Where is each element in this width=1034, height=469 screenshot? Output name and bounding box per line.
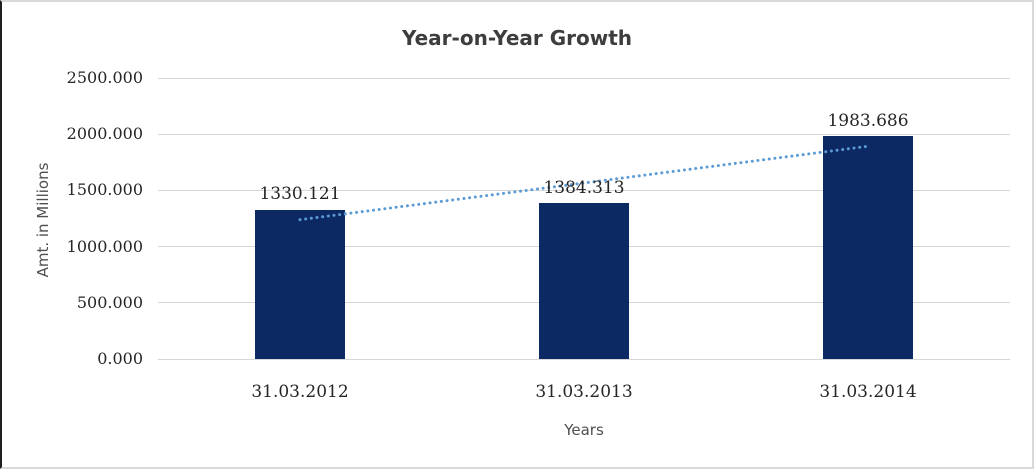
y-tick-label: 500.000 bbox=[76, 292, 143, 312]
bar-data-label: 1330.121 bbox=[259, 184, 341, 205]
bar bbox=[823, 136, 913, 359]
y-tick-label: 1000.000 bbox=[66, 236, 143, 256]
x-tick-label: 31.03.2014 bbox=[819, 382, 917, 402]
y-tick-label: 1500.000 bbox=[66, 180, 143, 200]
y-gridline bbox=[158, 77, 1010, 79]
bar-data-label: 1983.686 bbox=[827, 111, 909, 132]
x-tick-label: 31.03.2012 bbox=[251, 382, 349, 402]
y-gridline bbox=[158, 189, 1010, 191]
trendline-path bbox=[298, 144, 870, 222]
plot-area: 1330.121 1384.313 1983.686 bbox=[158, 77, 1010, 360]
bar bbox=[539, 203, 629, 359]
y-gridline bbox=[158, 133, 1010, 135]
y-tick-label: 2000.000 bbox=[66, 124, 143, 144]
bar bbox=[255, 209, 345, 359]
trendline bbox=[298, 144, 870, 222]
y-tick-label: 0.000 bbox=[97, 349, 143, 368]
y-gridline bbox=[158, 358, 1010, 360]
x-tick-label: 31.03.2013 bbox=[535, 382, 633, 402]
x-axis-title: Years bbox=[564, 421, 604, 439]
y-tick-label: 2500.000 bbox=[66, 68, 143, 87]
bar-data-label: 1384.313 bbox=[543, 178, 625, 199]
chart-title: Year-on-Year Growth bbox=[401, 26, 633, 50]
